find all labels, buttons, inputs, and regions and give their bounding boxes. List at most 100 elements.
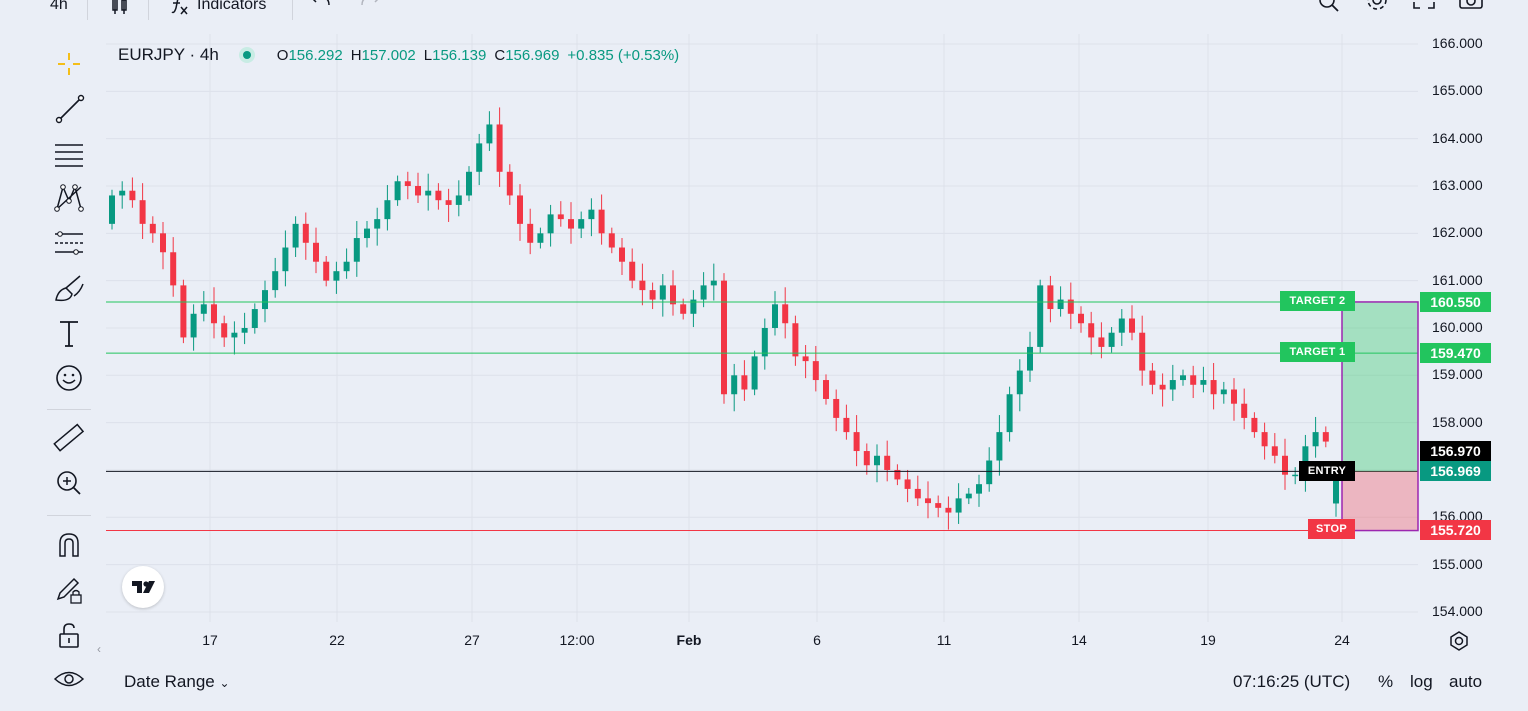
price-tick-label: 162.000 <box>1432 224 1483 241</box>
toolbar-divider <box>47 409 91 410</box>
percent-scale-toggle[interactable]: % <box>1378 672 1394 691</box>
candle-body <box>1261 432 1268 447</box>
price-tick-label: 159.000 <box>1432 366 1483 383</box>
candle-body <box>598 209 605 234</box>
candle-body <box>1108 332 1115 347</box>
candle-body <box>741 375 748 390</box>
candle-body <box>506 171 513 196</box>
magnet-icon[interactable] <box>52 528 86 562</box>
price-tick-label: 158.000 <box>1432 413 1483 430</box>
indicators-button[interactable]: Indicators <box>197 0 267 13</box>
eye-icon[interactable] <box>52 662 86 696</box>
time-tick-label: 6 <box>813 632 821 648</box>
fib-icon[interactable] <box>52 226 86 260</box>
candle-body <box>894 469 901 480</box>
candle-body <box>700 285 707 300</box>
axis-settings-icon[interactable] <box>1448 630 1470 652</box>
camera-icon[interactable] <box>1458 0 1484 18</box>
candle-body <box>945 507 952 513</box>
pattern-icon[interactable] <box>52 181 86 215</box>
time-tick-label: 22 <box>329 632 345 648</box>
candle-body <box>160 233 166 253</box>
tradingview-logo[interactable] <box>122 566 164 608</box>
candle-body <box>353 238 360 262</box>
entry-tag[interactable]: ENTRY <box>1299 461 1355 481</box>
candle-body <box>1190 375 1197 385</box>
candle-body <box>1139 332 1146 371</box>
candle-body <box>1078 313 1084 324</box>
price-tick-label: 164.000 <box>1432 129 1483 146</box>
candle-body <box>792 323 799 357</box>
toolbar-divider <box>148 0 149 20</box>
crosshair-icon[interactable] <box>52 47 86 81</box>
candle-body <box>1322 432 1329 442</box>
brush-icon[interactable] <box>52 272 86 306</box>
candle-body <box>1200 380 1207 385</box>
utc-clock[interactable]: 07:16:25 (UTC) <box>1233 672 1351 691</box>
candle-body <box>1169 380 1176 390</box>
candle-body <box>251 309 258 328</box>
interval-button[interactable]: 4h <box>50 0 68 13</box>
redo-icon[interactable] <box>356 0 382 18</box>
ruler-icon[interactable] <box>52 421 86 455</box>
candle-body <box>874 455 880 466</box>
horizontal-lines-icon[interactable] <box>52 137 86 171</box>
target1-price-label: 159.470 <box>1420 343 1491 363</box>
candle-body <box>1292 474 1299 477</box>
candle-body <box>139 200 146 224</box>
candle-body <box>557 214 564 220</box>
last-price-label: 156.970 <box>1420 441 1491 461</box>
symbol-title[interactable]: EURJPY · 4h <box>118 45 219 64</box>
pencil-lock-icon[interactable] <box>52 573 86 607</box>
trend-line-icon[interactable] <box>52 92 86 126</box>
candle-body <box>1067 299 1074 314</box>
date-range-dropdown[interactable]: Date Range ⌄ <box>124 672 230 692</box>
candle-body <box>221 323 228 338</box>
candlestick-icon[interactable] <box>107 0 133 18</box>
candle-body <box>721 280 727 395</box>
candle-body <box>272 271 279 291</box>
symbol-legend: EURJPY · 4h O 156.292 H 157.002 L 156.139 C… <box>118 44 679 66</box>
price-tick-label: 155.000 <box>1432 555 1483 572</box>
target1-tag[interactable]: TARGET 1 <box>1280 342 1355 362</box>
candle-body <box>1271 446 1278 456</box>
emoji-icon[interactable] <box>52 361 86 395</box>
candle-body <box>425 190 432 196</box>
candle-body <box>976 484 982 494</box>
stop-tag[interactable]: STOP <box>1308 519 1355 539</box>
search-zoom-icon[interactable] <box>1316 0 1342 18</box>
fx-icon[interactable] <box>166 0 192 18</box>
lock-icon[interactable] <box>52 619 86 653</box>
target2-tag[interactable]: TARGET 2 <box>1280 291 1355 311</box>
candle-body <box>843 417 850 433</box>
collapse-toolbar-arrow[interactable]: ‹ <box>97 642 101 656</box>
fullscreen-icon[interactable] <box>1411 0 1437 18</box>
undo-icon[interactable] <box>309 0 335 18</box>
market-status-icon <box>238 47 255 63</box>
candle-body <box>496 124 503 172</box>
candle-body <box>568 219 574 229</box>
text-icon[interactable] <box>52 316 86 350</box>
gear-icon[interactable] <box>1364 0 1390 18</box>
log-scale-toggle[interactable]: log <box>1410 672 1433 691</box>
candle-body <box>517 195 523 224</box>
candle-body <box>935 503 942 508</box>
time-tick-label: Feb <box>676 632 702 648</box>
candle-body <box>364 228 370 239</box>
candle-body <box>1057 299 1064 310</box>
candle-body <box>200 304 207 314</box>
candle-body <box>1210 380 1217 395</box>
candle-body <box>190 313 197 338</box>
candle-body <box>761 327 768 357</box>
candle-body <box>109 195 115 224</box>
candle-body <box>863 451 870 466</box>
time-tick-label: 24 <box>1334 632 1350 648</box>
time-tick-label: 11 <box>936 632 952 648</box>
candle-body <box>129 190 136 201</box>
auto-scale-toggle[interactable]: auto <box>1449 672 1483 691</box>
zoom-in-icon[interactable] <box>52 466 86 500</box>
candle-body <box>629 261 636 281</box>
candle-body <box>537 233 544 243</box>
profit-zone[interactable] <box>1342 301 1418 472</box>
candle-body <box>302 223 309 243</box>
